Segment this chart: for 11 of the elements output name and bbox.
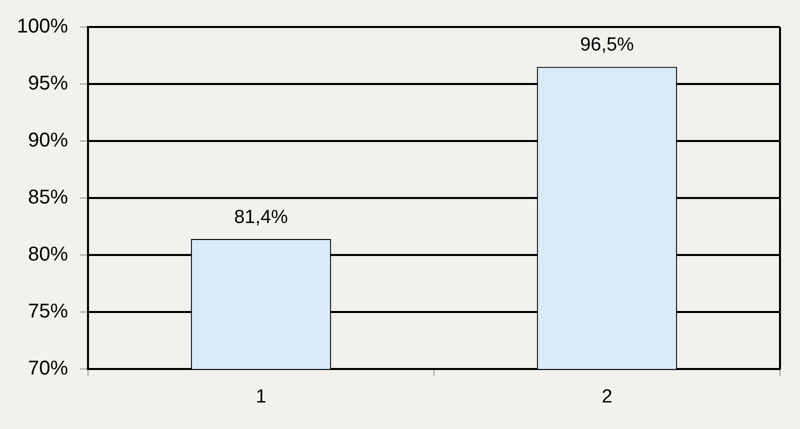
y-tick-label: 95% <box>28 72 68 95</box>
data-label: 96,5% <box>580 34 634 56</box>
x-tick-label: 2 <box>602 386 612 408</box>
y-tick-label: 80% <box>28 244 68 266</box>
y-tick-label: 90% <box>28 130 68 152</box>
y-tick-label: 75% <box>28 300 68 323</box>
y-tick-label: 85% <box>28 186 68 209</box>
y-tick-label: 100% <box>16 16 68 38</box>
x-tick-label: 1 <box>256 386 266 408</box>
data-label: 81,4% <box>234 206 288 228</box>
y-tick-label: 70% <box>28 358 68 380</box>
